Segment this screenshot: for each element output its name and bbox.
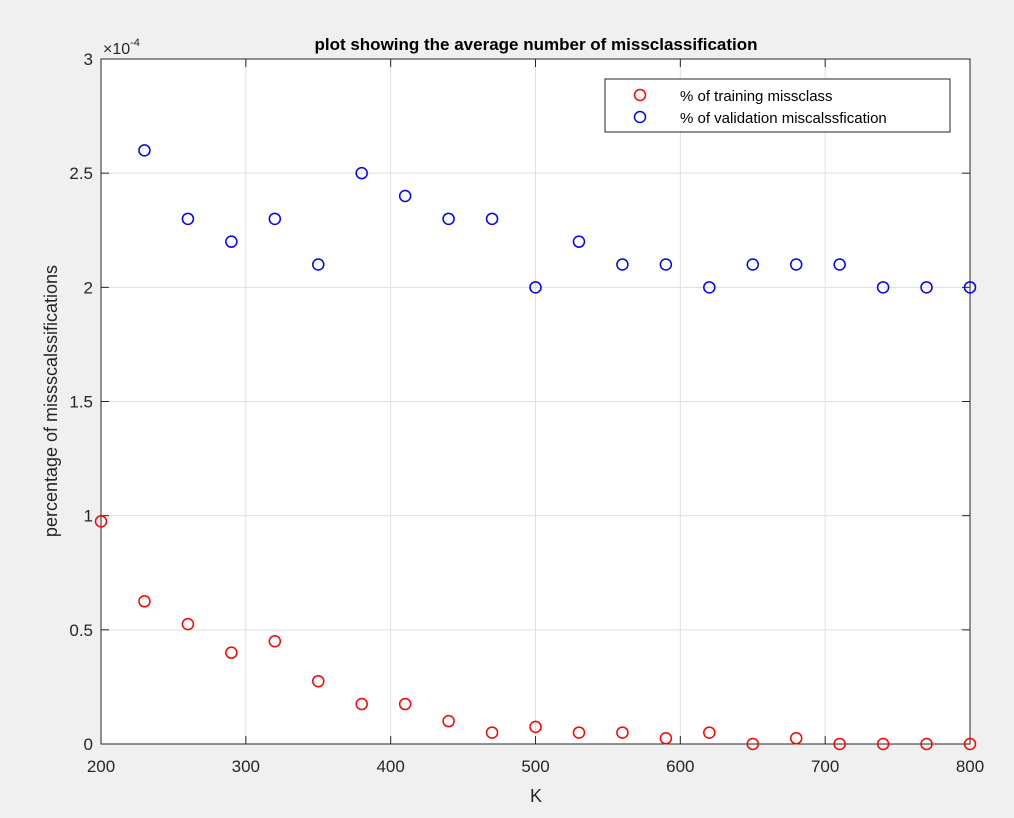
data-point [138, 144, 151, 157]
data-point [789, 258, 803, 271]
data-point [703, 726, 716, 739]
data-point [355, 166, 368, 180]
series-validation [138, 144, 977, 294]
legend-marker-validation [633, 110, 647, 124]
y-tick-labels: 0 0.5 1 1.5 2 2.5 3 [69, 50, 93, 754]
data-markers [94, 144, 977, 751]
data-point [876, 737, 890, 751]
data-point [181, 212, 195, 226]
legend-box [604, 78, 951, 133]
data-point [268, 212, 282, 226]
legend-marker-training [633, 88, 647, 102]
legend[interactable]: % of training missclass % of validation … [604, 78, 951, 133]
x-tick-label: 500 [521, 757, 549, 776]
data-point [485, 212, 499, 226]
data-point [485, 726, 499, 739]
data-point [746, 737, 759, 751]
legend-label-validation: % of validation miscalssfication [680, 110, 887, 127]
data-point [833, 258, 846, 271]
y-tick-label: 3 [84, 50, 93, 69]
chart-title: plot showing the average number of missc… [314, 35, 757, 54]
data-point [616, 726, 629, 739]
data-point [746, 258, 759, 271]
data-point [703, 281, 716, 294]
data-point [94, 515, 108, 528]
x-tick-label: 200 [87, 757, 115, 776]
y-tick-label: 1 [84, 507, 93, 526]
data-point [225, 235, 238, 248]
x-tick-label: 800 [956, 757, 984, 776]
y-tick-label: 1.5 [69, 393, 93, 412]
x-tick-label: 300 [232, 757, 260, 776]
data-point [442, 212, 455, 226]
data-point [312, 258, 325, 271]
y-tick-label: 0 [84, 735, 93, 754]
data-point [833, 737, 846, 751]
series-training [94, 515, 977, 751]
x-tick-labels: 200 300 400 500 600 700 800 [87, 757, 984, 776]
y-axis-label: percentage of missscalssifications [41, 265, 61, 537]
data-point [920, 281, 933, 294]
data-point [529, 281, 542, 294]
data-point [659, 732, 673, 745]
data-point [659, 258, 673, 271]
data-point [572, 235, 586, 248]
y-tick-label: 2.5 [69, 164, 93, 183]
data-point [963, 281, 977, 294]
data-point [920, 737, 933, 751]
x-tick-label: 700 [811, 757, 839, 776]
data-point [442, 714, 455, 728]
legend-label-training: % of training missclass [680, 88, 833, 105]
data-point [398, 189, 412, 203]
data-point [572, 726, 586, 739]
x-tick-label: 400 [376, 757, 404, 776]
y-tick-label: 0.5 [69, 621, 93, 640]
y-exponent: ×10-4 [103, 37, 140, 58]
data-point [789, 732, 803, 745]
data-point [529, 720, 542, 734]
data-point [963, 737, 977, 751]
ticks [100, 58, 971, 745]
data-point [312, 674, 325, 688]
data-point [876, 281, 890, 294]
data-point [138, 595, 151, 608]
data-point [398, 697, 412, 711]
y-tick-label: 2 [84, 278, 93, 297]
x-axis-label: K [530, 786, 542, 806]
data-point [616, 258, 629, 271]
data-point [181, 617, 195, 631]
data-point [268, 635, 282, 648]
x-tick-label: 600 [666, 757, 694, 776]
data-point [355, 697, 368, 711]
data-point [225, 646, 238, 659]
